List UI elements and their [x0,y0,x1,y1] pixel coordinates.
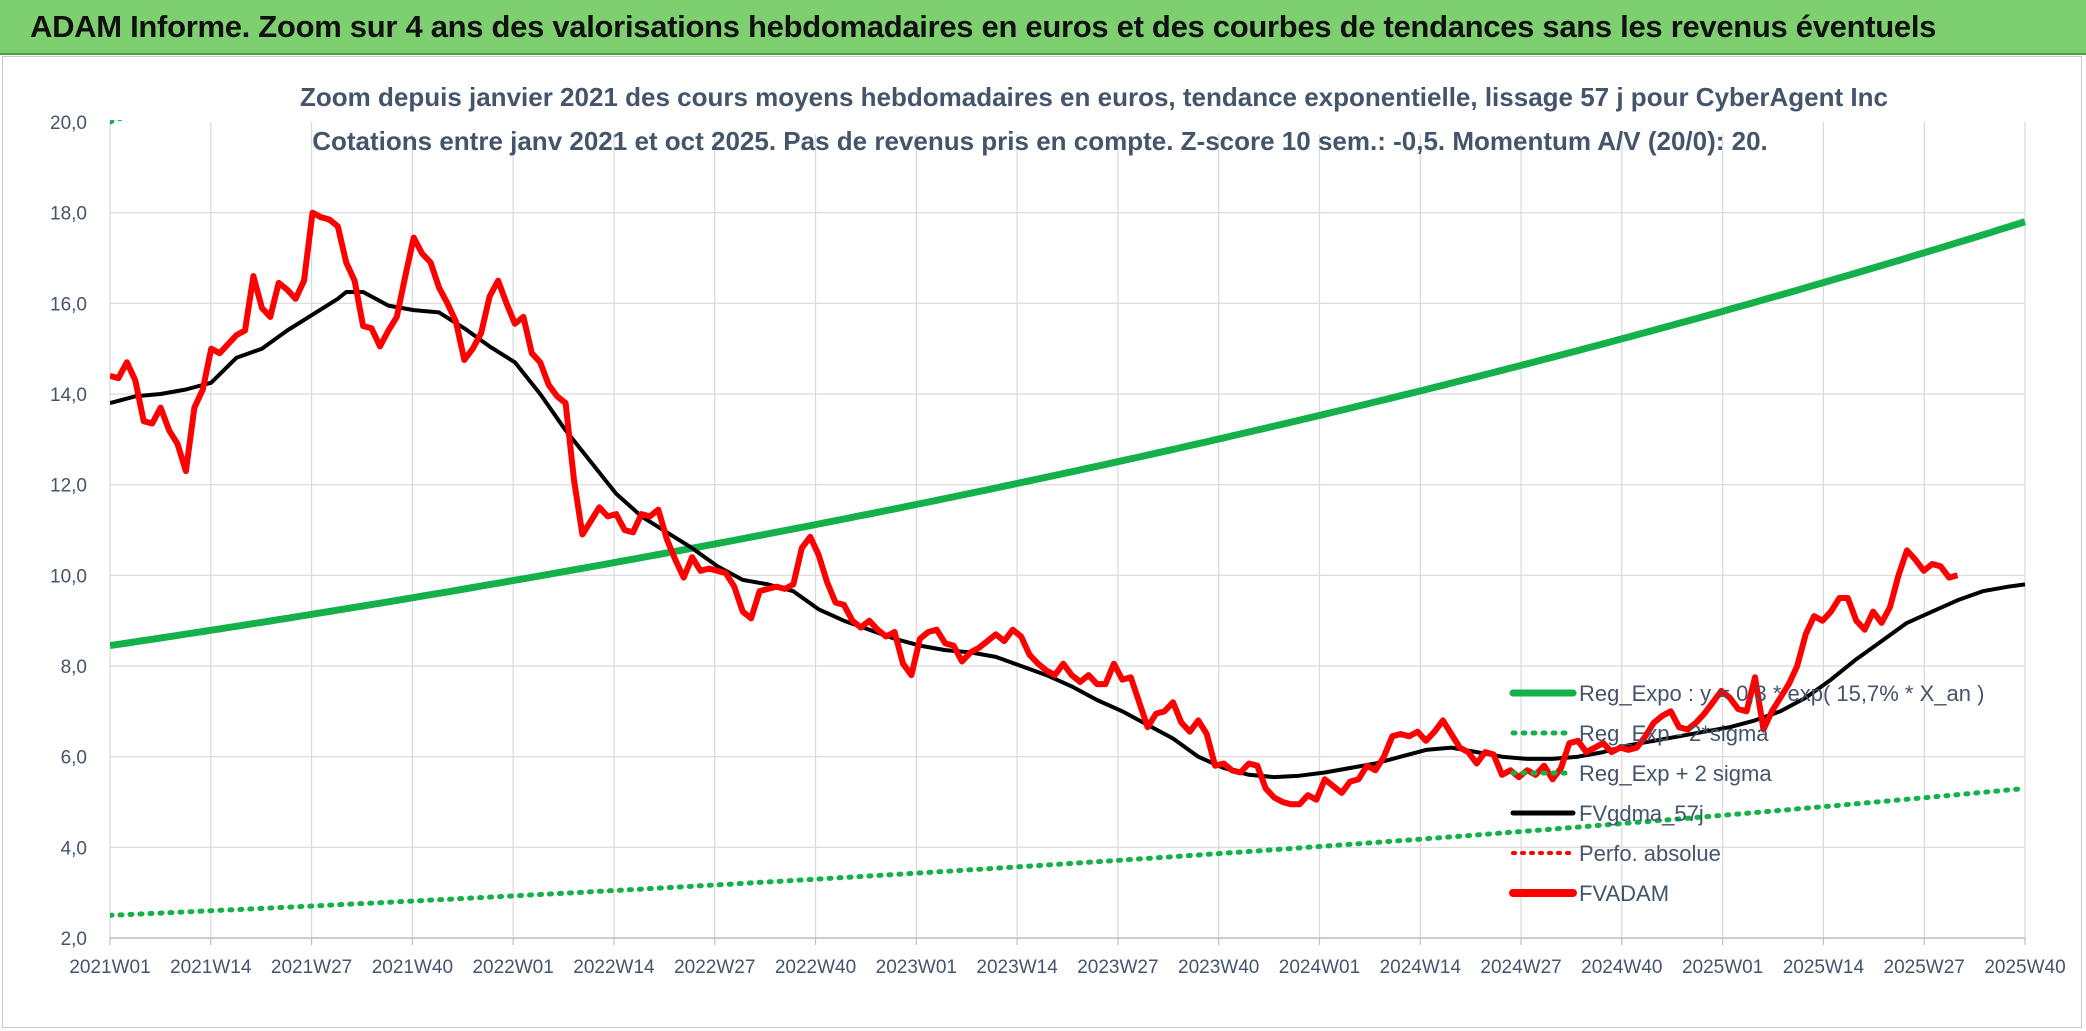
legend-label: FVgdma_57j [1579,801,1704,826]
y-tick-label: 2,0 [61,929,87,950]
x-tick-label: 2025W01 [1682,957,1763,978]
x-tick-label: 2024W40 [1581,957,1662,978]
x-tick-label: 2025W40 [1984,957,2065,978]
legend: Reg_Expo : y = 0,3 * exp( 15,7% * X_an )… [1509,681,1984,906]
y-tick-label: 8,0 [61,657,87,678]
y-tick-label: 10,0 [50,566,87,587]
chart-title-line-1: Zoom depuis janvier 2021 des cours moyen… [300,82,1888,112]
chart-title-line-2: Cotations entre janv 2021 et oct 2025. P… [312,126,1768,156]
x-tick-label: 2023W27 [1077,957,1158,978]
x-tick-label: 2023W14 [976,957,1058,978]
x-tick-label: 2022W14 [573,957,655,978]
series-reg-expo [110,218,2027,650]
y-tick-label: 16,0 [50,294,87,315]
series-fvgdma-57j [110,290,2026,780]
x-tick-label: 2021W40 [372,957,453,978]
x-tick-label: 2023W01 [876,957,957,978]
series-reg-exp-minus-2sigma [110,785,2028,918]
x-tick-label: 2023W40 [1178,957,1259,978]
y-tick-label: 18,0 [50,204,87,225]
chart-frame [2,56,2082,1028]
report-title: ADAM Informe. Zoom sur 4 ans des valoris… [30,9,1937,44]
x-tick-label: 2022W40 [775,957,856,978]
x-tick-label: 2024W01 [1279,957,1360,978]
x-tick-label: 2021W14 [170,957,252,978]
x-tick-label: 2024W27 [1480,957,1561,978]
legend-label: Reg_Exp + 2 sigma [1579,761,1772,786]
series-fvadam [110,209,1959,808]
legend-label: Perfo. absolue [1579,841,1721,866]
report-banner: ADAM Informe. Zoom sur 4 ans des valoris… [0,0,2086,55]
y-tick-label: 6,0 [61,748,87,769]
x-tick-label: 2025W27 [1884,957,1965,978]
y-tick-label: 20,0 [50,113,87,134]
x-tick-label: 2022W01 [472,957,553,978]
x-tick-label: 2021W27 [271,957,352,978]
y-tick-label: 14,0 [50,385,87,406]
series-layer [110,120,2028,918]
legend-label: Reg_Expo : y = 0,3 * exp( 15,7% * X_an ) [1579,681,1984,706]
y-tick-label: 4,0 [61,838,87,859]
legend-label: FVADAM [1579,881,1669,906]
y-tick-label: 12,0 [50,476,87,497]
subtitle-mask [318,120,1763,134]
x-tick-label: 2024W14 [1380,957,1462,978]
x-tick-label: 2022W27 [674,957,755,978]
legend-label: Reg_Exp - 2*sigma [1579,721,1769,746]
x-tick-label: 2025W14 [1783,957,1865,978]
x-tick-label: 2021W01 [69,957,150,978]
axis-layer: 2,0 4,0 6,0 8,0 10,0 12,0 14,0 16,0 18,0 20,0 2021… [50,113,2066,978]
